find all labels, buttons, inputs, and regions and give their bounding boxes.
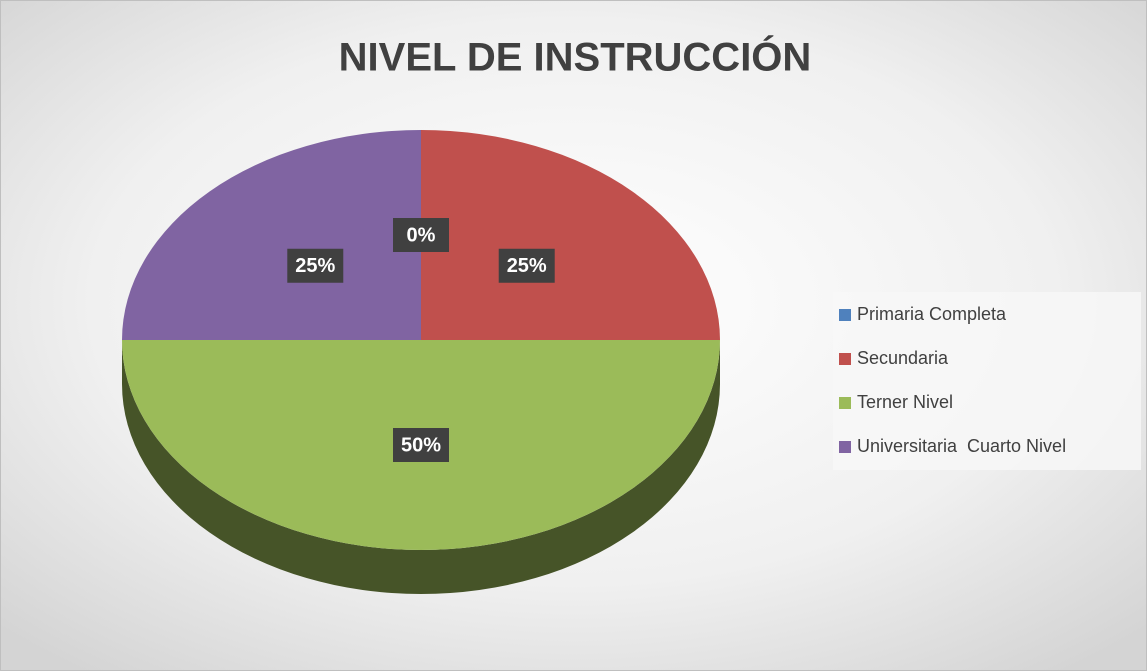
- pie-slice: [421, 130, 720, 340]
- legend-label: Primaria Completa: [857, 304, 1007, 324]
- data-label-box: [287, 248, 344, 283]
- data-label: 25%: [507, 255, 547, 277]
- legend-label: Universitaria Cuarto Nivel: [857, 436, 1066, 456]
- legend-swatch: [839, 397, 851, 409]
- legend-label: Terner Nivel: [857, 392, 953, 412]
- pie-slice: [122, 130, 421, 340]
- data-label-box: [393, 428, 449, 462]
- data-label-box: [498, 248, 555, 283]
- chart-title: NIVEL DE INSTRUCCIÓN: [339, 34, 812, 80]
- legend-label: Secundaria: [857, 348, 949, 368]
- data-label: 0%: [407, 224, 436, 246]
- legend-swatch: [839, 353, 851, 365]
- legend-swatch: [839, 441, 851, 453]
- data-label: 25%: [295, 255, 335, 277]
- data-label: 50%: [401, 434, 441, 456]
- legend-box: [833, 292, 1141, 470]
- pie-sides: [122, 340, 720, 594]
- data-label-box: [393, 218, 449, 252]
- legend-swatch: [839, 309, 851, 321]
- pie-side: [122, 340, 720, 594]
